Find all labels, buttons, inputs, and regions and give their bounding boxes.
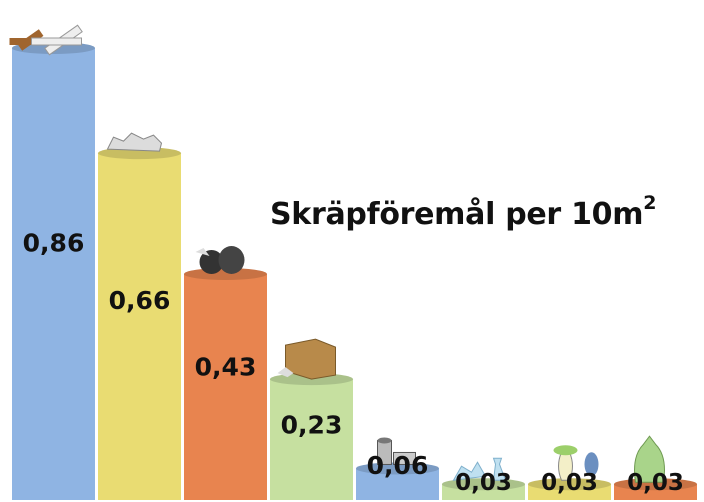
bar-value-label-7: 0,03 xyxy=(541,470,598,496)
bar-value-label-4: 0,23 xyxy=(281,411,343,440)
cigarette-butt-icon xyxy=(9,24,83,56)
bar-1 xyxy=(12,48,95,500)
green-bag-icon xyxy=(634,435,665,483)
bar-value-label-8: 0,03 xyxy=(627,470,684,496)
tin-can-icon xyxy=(377,437,416,465)
chart-title-superscript: 2 xyxy=(643,192,657,214)
bar-value-label-2: 0,66 xyxy=(109,286,171,315)
bar-cap-5 xyxy=(356,462,439,475)
glass-bottle-icon xyxy=(452,457,507,481)
plastic-bottle-icon xyxy=(106,132,163,152)
bar-value-label-1: 0,86 xyxy=(23,228,85,257)
bar-value-label-3: 0,43 xyxy=(195,353,257,382)
bar-3 xyxy=(184,274,267,500)
bar-2 xyxy=(98,153,181,500)
bar-cap-8 xyxy=(614,478,697,491)
chart-title-text: Skräpföremål per 10m xyxy=(270,197,644,232)
trash-bag-icon xyxy=(195,246,245,274)
cardboard-box-icon xyxy=(277,338,336,380)
bar-cap-7 xyxy=(528,478,611,491)
bar-value-label-5: 0,06 xyxy=(367,451,429,480)
bar-value-label-6: 0,03 xyxy=(455,470,512,496)
apple-core-icon xyxy=(553,445,599,481)
bar-cap-6 xyxy=(442,478,525,491)
bar-4 xyxy=(270,379,353,500)
chart-title: Skräpföremål per 10m2 xyxy=(270,192,656,232)
